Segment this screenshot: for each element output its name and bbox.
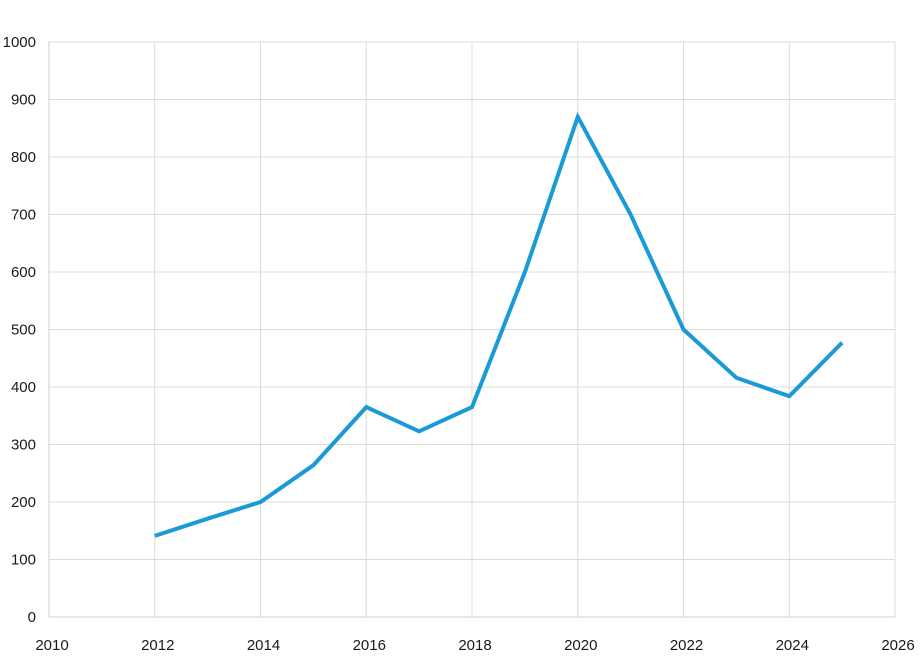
- y-axis-tick-labels: 0 100 200 300 400 500 600 700 800 900 1000: [3, 34, 36, 626]
- data-point-2017: [417, 429, 421, 433]
- y-tick-label-200: 200: [11, 494, 36, 511]
- series-group: [153, 111, 844, 538]
- y-tick-label-700: 700: [11, 207, 36, 224]
- y-tick-label-100: 100: [11, 552, 36, 569]
- y-tick-label-800: 800: [11, 149, 36, 166]
- y-tick-label-400: 400: [11, 379, 36, 396]
- data-point-2023: [734, 376, 738, 380]
- y-tick-label-900: 900: [11, 92, 36, 109]
- x-tick-label-2020: 2020: [564, 637, 597, 654]
- data-point-2021: [629, 213, 633, 217]
- x-tick-label-2018: 2018: [458, 637, 491, 654]
- data-point-2018: [470, 405, 474, 409]
- x-axis-tick-labels: 2010 2012 2014 2016 2018 2020 2022 2024 2026: [35, 637, 914, 654]
- x-tick-label-2026: 2026: [881, 637, 914, 654]
- y-tick-label-300: 300: [11, 437, 36, 454]
- data-point-2013: [206, 517, 210, 521]
- data-point-2016: [364, 405, 368, 409]
- data-point-2014: [259, 500, 263, 504]
- series-line-0: [154, 111, 844, 538]
- data-point-2019: [523, 270, 527, 274]
- x-tick-label-2016: 2016: [353, 637, 386, 654]
- x-tick-label-2012: 2012: [141, 637, 174, 654]
- data-point-2024: [787, 394, 791, 398]
- y-tick-label-1000: 1000: [3, 34, 36, 51]
- x-tick-label-2014: 2014: [247, 637, 280, 654]
- x-tick-label-2010: 2010: [35, 637, 68, 654]
- x-tick-label-2022: 2022: [670, 637, 703, 654]
- x-tick-label-2024: 2024: [776, 637, 809, 654]
- data-point-2020: [576, 115, 580, 119]
- data-point-2022: [682, 328, 686, 332]
- y-tick-label-600: 600: [11, 264, 36, 281]
- data-point-2012: [153, 534, 157, 538]
- data-point-2015: [311, 463, 315, 467]
- horizontal-gridlines: [49, 41, 895, 618]
- y-tick-label-500: 500: [11, 322, 36, 339]
- y-tick-label-0: 0: [28, 609, 36, 626]
- data-point-2025: [840, 341, 844, 345]
